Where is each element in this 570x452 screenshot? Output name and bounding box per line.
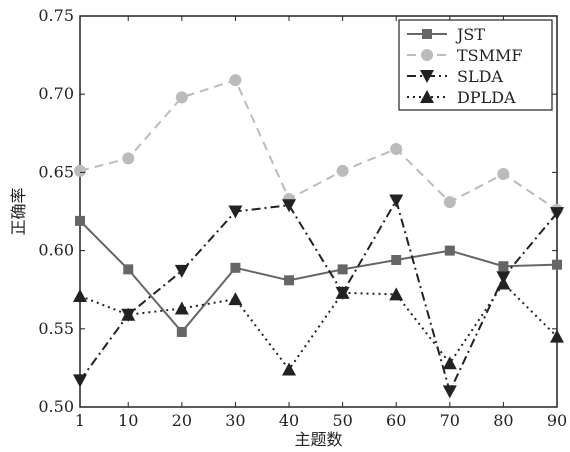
x-tick-label: 1 xyxy=(75,411,85,430)
legend-label: SLDA xyxy=(457,67,503,86)
y-tick-label: 0.70 xyxy=(38,84,74,103)
series-slda xyxy=(73,194,564,399)
series-layer xyxy=(73,74,564,399)
x-tick-label: 80 xyxy=(493,411,513,430)
data-point xyxy=(228,205,243,219)
x-axis-title: 主题数 xyxy=(294,430,342,449)
data-point xyxy=(74,164,86,177)
data-point xyxy=(498,261,509,272)
x-tick-label: 50 xyxy=(332,411,352,430)
y-tick-label: 0.65 xyxy=(38,162,74,181)
y-tick-label: 0.55 xyxy=(38,319,74,338)
data-point xyxy=(73,288,87,302)
series-line xyxy=(79,281,558,372)
data-point xyxy=(174,264,189,278)
series-jst xyxy=(75,215,562,337)
data-point xyxy=(73,374,87,388)
data-point xyxy=(122,152,135,165)
data-point xyxy=(176,326,187,337)
data-point xyxy=(389,194,404,208)
series-dplda xyxy=(73,276,564,376)
data-point xyxy=(336,164,349,177)
data-point xyxy=(284,275,295,286)
data-point xyxy=(496,276,511,290)
data-point xyxy=(443,196,456,209)
data-point xyxy=(282,362,297,376)
x-tick-label: 20 xyxy=(172,411,192,430)
data-point xyxy=(230,262,241,273)
data-point xyxy=(75,215,85,226)
x-tick-label: 10 xyxy=(118,411,138,430)
series-line xyxy=(79,220,558,334)
data-point xyxy=(175,91,188,104)
y-tick-label: 0.75 xyxy=(38,6,74,25)
data-point xyxy=(123,264,134,275)
data-point xyxy=(391,254,402,265)
data-point xyxy=(390,142,403,155)
legend-item: JST xyxy=(407,25,485,44)
x-tick-label: 40 xyxy=(279,411,299,430)
legend-swatch-marker xyxy=(420,90,434,103)
y-tick-label: 0.50 xyxy=(38,397,74,416)
axis-layer: 1 10 20 30 40 50 60 70 80 90 0.50 0.55 0.60 0.65 0.70 0… xyxy=(38,6,567,430)
data-point xyxy=(389,287,404,301)
y-axis-title: 正确率 xyxy=(9,187,28,235)
data-point xyxy=(442,356,457,370)
x-tick-label: 90 xyxy=(547,411,567,430)
data-point xyxy=(282,199,297,213)
data-point xyxy=(228,292,243,306)
legend-swatch-marker xyxy=(422,29,432,39)
x-tick-label: 30 xyxy=(225,411,245,430)
legend: JST TSMMF SLDA DPLDA xyxy=(398,19,553,111)
data-point xyxy=(229,74,242,87)
legend-label: TSMMF xyxy=(457,46,523,65)
data-point xyxy=(444,245,455,256)
data-point xyxy=(335,285,350,299)
legend-item: TSMMF xyxy=(407,46,523,65)
data-point xyxy=(337,264,348,275)
data-point xyxy=(121,307,136,321)
legend-item: DPLDA xyxy=(407,88,516,107)
x-tick-label: 60 xyxy=(386,411,406,430)
x-tick-label: 70 xyxy=(440,411,460,430)
y-tick-label: 0.60 xyxy=(38,241,74,260)
data-point xyxy=(174,301,189,315)
legend-swatch-marker xyxy=(421,49,433,61)
data-point xyxy=(442,385,457,399)
legend-label: JST xyxy=(455,25,485,44)
series-line xyxy=(79,198,558,395)
legend-swatch-marker xyxy=(420,70,434,83)
series-line xyxy=(79,78,558,211)
data-point xyxy=(550,207,564,221)
legend-item: SLDA xyxy=(407,67,503,86)
legend-label: DPLDA xyxy=(457,88,516,107)
data-point xyxy=(552,259,562,270)
data-point xyxy=(550,329,564,343)
data-point xyxy=(497,167,510,180)
